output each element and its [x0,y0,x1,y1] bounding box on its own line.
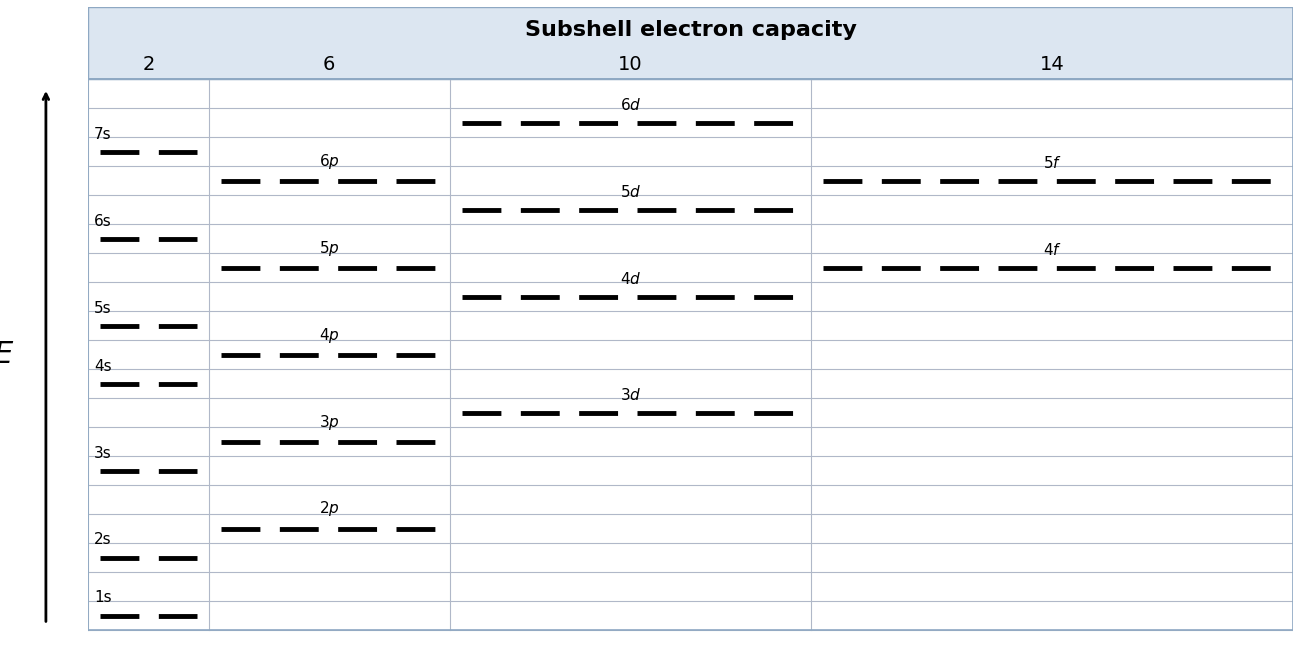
Text: 2s: 2s [94,533,112,547]
Text: 14: 14 [1040,55,1065,75]
Text: 3$\it{d}$: 3$\it{d}$ [620,386,641,402]
Text: 5$\it{f}$: 5$\it{f}$ [1043,155,1062,170]
Text: 6$\it{d}$: 6$\it{d}$ [620,97,641,113]
Text: 3s: 3s [94,446,112,460]
Text: 5$\it{p}$: 5$\it{p}$ [318,238,339,258]
Text: 4s: 4s [94,358,112,374]
Text: 6$\it{p}$: 6$\it{p}$ [318,152,339,170]
Text: 10: 10 [618,55,642,75]
Text: 5$\it{d}$: 5$\it{d}$ [620,184,641,200]
Text: 7s: 7s [94,127,112,142]
Text: 2: 2 [142,55,155,75]
Text: 4$\it{p}$: 4$\it{p}$ [318,326,339,344]
Text: 6: 6 [322,55,335,75]
Text: Subshell electron capacity: Subshell electron capacity [525,20,857,40]
Text: 6s: 6s [94,214,112,228]
Text: 4$\it{f}$: 4$\it{f}$ [1043,242,1062,258]
Text: 5s: 5s [94,300,112,316]
Text: 2$\it{p}$: 2$\it{p}$ [318,500,339,519]
FancyBboxPatch shape [88,7,1294,79]
Text: 1s: 1s [94,591,112,605]
Text: 4$\it{d}$: 4$\it{d}$ [620,270,641,286]
Text: $\it{E}$: $\it{E}$ [0,340,14,369]
Text: 3$\it{p}$: 3$\it{p}$ [318,412,339,432]
